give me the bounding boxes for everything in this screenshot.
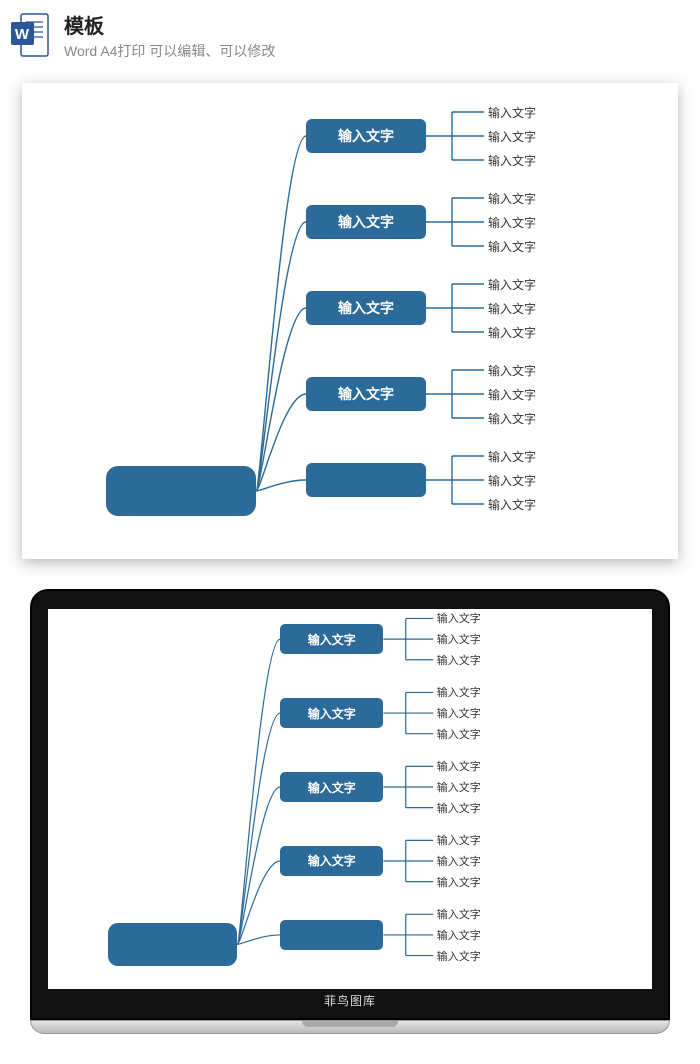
leaf-label: 输入文字 [488,238,536,255]
leaf-label: 输入文字 [437,927,481,943]
diagram-canvas: 输入文字输入文字输入文字输入文字输入文字输入文字输入文字输入文字输入文字输入文字… [36,101,664,541]
leaf-label: 输入文字 [437,832,481,848]
leaf-label: 输入文字 [437,906,481,922]
laptop-base [30,1020,670,1034]
leaf-label: 输入文字 [488,410,536,427]
leaf-label: 输入文字 [488,324,536,341]
leaf-label: 输入文字 [488,276,536,293]
leaf-label: 输入文字 [437,758,481,774]
leaf-label: 输入文字 [437,779,481,795]
leaf-label: 输入文字 [437,874,481,890]
page-subtitle: Word A4打印 可以编辑、可以修改 [64,41,275,61]
root-node [106,466,256,516]
branch-node: 输入文字 [280,772,383,801]
laptop-bezel: 输入文字输入文字输入文字输入文字输入文字输入文字输入文字输入文字输入文字输入文字… [30,589,670,1020]
branch-node: 输入文字 [306,377,426,411]
leaf-label: 输入文字 [437,631,481,647]
laptop-mockup: 输入文字输入文字输入文字输入文字输入文字输入文字输入文字输入文字输入文字输入文字… [30,589,670,1034]
leaf-label: 输入文字 [488,300,536,317]
leaf-label: 输入文字 [437,684,481,700]
branch-node: 输入文字 [306,119,426,153]
diagram-canvas-mini: 输入文字输入文字输入文字输入文字输入文字输入文字输入文字输入文字输入文字输入文字… [48,609,652,989]
leaf-label: 输入文字 [437,652,481,668]
branch-node: 输入文字 [306,205,426,239]
leaf-label: 输入文字 [488,472,536,489]
root-node [108,923,237,966]
leaf-label: 输入文字 [437,853,481,869]
leaf-label: 输入文字 [488,362,536,379]
branch-node: 输入文字 [280,698,383,727]
leaf-label: 输入文字 [488,152,536,169]
laptop-screen: 输入文字输入文字输入文字输入文字输入文字输入文字输入文字输入文字输入文字输入文字… [48,609,652,989]
branch-node: 输入文字 [280,846,383,875]
leaf-label: 输入文字 [437,800,481,816]
leaf-label: 输入文字 [437,726,481,742]
laptop-brand: 菲鸟图库 [48,989,652,1014]
leaf-label: 输入文字 [488,214,536,231]
header: W 模板 Word A4打印 可以编辑、可以修改 [0,0,700,71]
svg-text:W: W [15,26,30,43]
page-title: 模板 [64,10,275,39]
leaf-label: 输入文字 [488,104,536,121]
branch-node: 输入文字 [280,624,383,653]
leaf-label: 输入文字 [488,190,536,207]
leaf-label: 输入文字 [488,496,536,513]
branch-node [306,463,426,497]
leaf-label: 输入文字 [488,128,536,145]
word-icon: W [10,10,52,60]
leaf-label: 输入文字 [488,448,536,465]
branch-node [280,920,383,949]
leaf-label: 输入文字 [437,705,481,721]
leaf-label: 输入文字 [437,948,481,964]
preview-card: 输入文字输入文字输入文字输入文字输入文字输入文字输入文字输入文字输入文字输入文字… [22,83,678,559]
leaf-label: 输入文字 [488,386,536,403]
title-block: 模板 Word A4打印 可以编辑、可以修改 [64,10,275,61]
leaf-label: 输入文字 [437,610,481,626]
branch-node: 输入文字 [306,291,426,325]
